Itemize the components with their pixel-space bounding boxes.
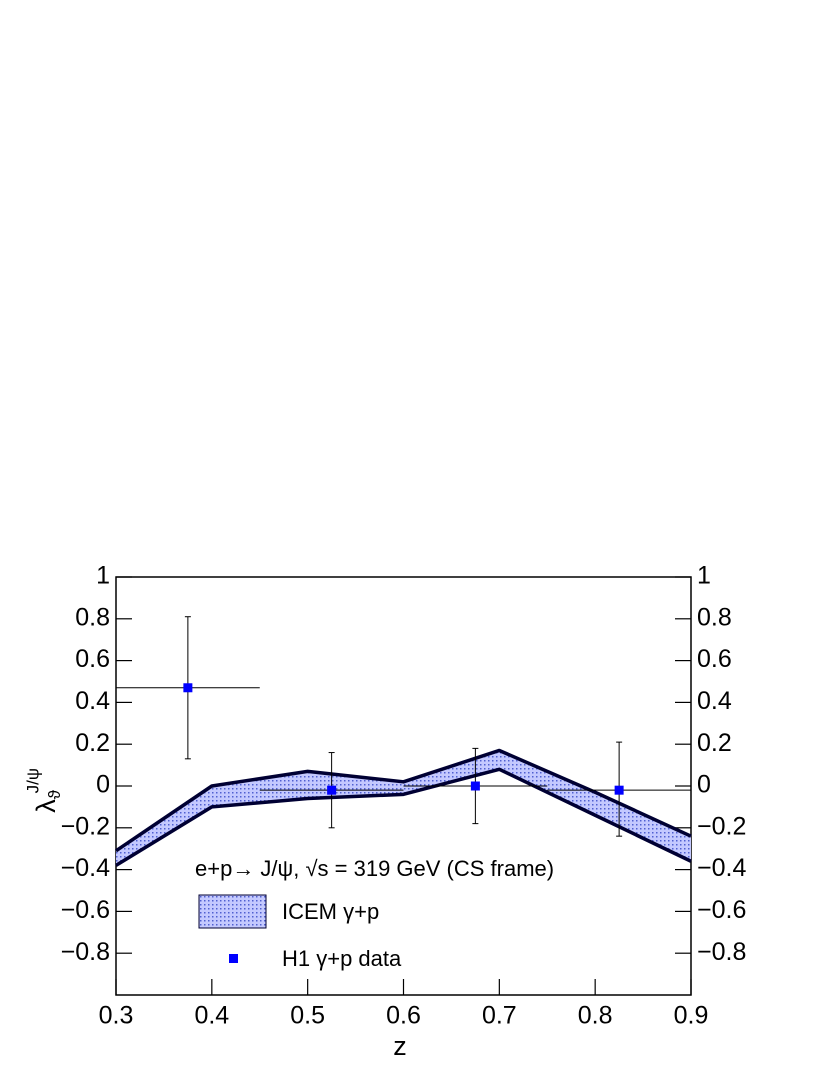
y2-tick-label: −0.8 [697,938,746,966]
y2-tick-label: −0.6 [697,896,746,924]
y-tick-label: 1 [96,562,110,590]
legend-swatch-band [198,894,267,929]
annotation: e+p→ J/ψ, √s = 319 GeV (CS frame) [195,856,554,881]
y2-tick-label: 0.4 [697,687,732,715]
y-tick-label: −0.8 [61,938,110,966]
x-tick-label: 0.5 [290,1002,325,1030]
data-point [327,785,337,795]
y2-tick-label: −0.4 [697,854,746,882]
y-tick-label: −0.4 [61,854,110,882]
x-tick-label: 0.3 [99,1002,134,1030]
y2-tick-label: 0.8 [697,603,732,631]
y2-tick-label: 0.6 [697,645,732,673]
y2-tick-label: −0.2 [697,812,746,840]
data-point [470,781,480,791]
legend-marker [229,954,238,963]
legend-label: H1 γ+p data [282,946,402,971]
y2-tick-label: 1 [697,562,711,590]
y-label-sub: ϑ [45,789,64,799]
x-axis-label: z [393,1031,407,1061]
x-tick-label: 0.8 [578,1002,613,1030]
y2-tick-label: 0.2 [697,729,732,757]
x-tick-label: 0.9 [674,1002,709,1030]
y-tick-label: 0 [96,771,110,799]
band-edge [115,767,692,867]
y-tick-label: 0.4 [75,687,110,715]
band-area [116,750,691,866]
y-tick-label: −0.6 [61,896,110,924]
data-point [183,683,193,693]
y-tick-label: 0.6 [75,645,110,673]
band-edge [115,748,692,853]
y-label-symbol: λ [31,799,61,813]
y-axis-label: λϑ J/ψ [23,768,64,813]
svg-text:λϑ: λϑ [31,789,64,813]
x-tick-label: 0.6 [386,1002,421,1030]
y-tick-label: 0.2 [75,729,110,757]
y2-tick-label: 0 [697,771,711,799]
data-point [614,785,624,795]
x-tick-label: 0.4 [194,1002,229,1030]
y-tick-label: −0.2 [61,812,110,840]
y-label-sup: J/ψ [23,768,42,793]
y-tick-label: 0.8 [75,603,110,631]
legend-label: ICEM γ+p [282,899,379,924]
x-tick-label: 0.7 [482,1002,517,1030]
